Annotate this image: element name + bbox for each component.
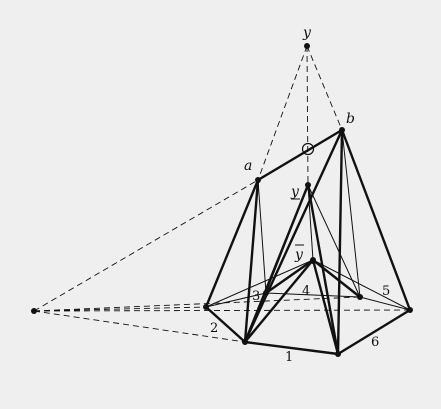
- edge-yover-1: [244, 259, 314, 343]
- label-a: a: [244, 158, 253, 174]
- edge-yunder-1: [243, 184, 310, 343]
- edge-yover-3: [265, 259, 314, 294]
- edge-a-3: [257, 179, 267, 294]
- vertex-2: [203, 304, 209, 310]
- edge-b-6: [340, 129, 412, 311]
- edge-yover-6bottom: [311, 259, 340, 355]
- bold-edges: [204, 128, 412, 356]
- label-6: 6: [371, 335, 380, 350]
- vertex-y-top: [304, 43, 310, 49]
- edge-a-2: [204, 179, 260, 308]
- dash-y-to-a: [257, 45, 308, 181]
- edge-b-6bottom: [336, 129, 344, 355]
- vertex-4: [311, 260, 315, 264]
- label-y-top: y: [303, 25, 311, 41]
- label-2: 2: [210, 321, 219, 336]
- vertex-left-point: [31, 308, 37, 314]
- edge-4-6: [312, 259, 411, 311]
- vertex-1: [242, 339, 248, 345]
- dash-left-to-6: [33, 309, 411, 312]
- edge-yunder-6bottom: [306, 184, 340, 355]
- vertex-5: [357, 294, 363, 300]
- edge-2-4: [205, 259, 314, 308]
- dash-left-to-5: [33, 296, 361, 312]
- label-4: 4: [302, 284, 311, 299]
- label-1: 1: [285, 350, 294, 365]
- open-circle-marker: [301, 142, 315, 156]
- thin-edges: [244, 129, 361, 343]
- vertices: [31, 43, 413, 357]
- dash-left-to-1: [33, 310, 246, 343]
- edge-yunder-4: [307, 184, 314, 261]
- dash-left-to-a: [33, 179, 259, 312]
- edge-yover-5: [312, 259, 361, 298]
- edge-1-6bottom: [244, 340, 339, 356]
- dashed-lines-left: [33, 179, 411, 343]
- label-5: 5: [382, 284, 391, 299]
- edge-6bottom-6: [337, 308, 411, 356]
- vertex-6-bottom: [335, 351, 341, 357]
- edge-2-3: [205, 292, 267, 308]
- edge-b-1: [243, 129, 344, 343]
- vertex-b: [339, 127, 345, 133]
- edge-2-1: [205, 306, 246, 343]
- edge-a-b: [257, 128, 343, 182]
- dashed-lines-top: [257, 45, 343, 186]
- label-b: b: [346, 111, 355, 127]
- edge-3-5: [265, 292, 361, 298]
- edge-yunder-5: [307, 184, 361, 298]
- dash-y-to-yunder: [306, 45, 309, 186]
- edge-a-1: [243, 179, 260, 343]
- label-y-underlined: y: [291, 184, 299, 200]
- dash-y-to-b: [306, 45, 343, 131]
- label-3: 3: [252, 289, 261, 304]
- edge-5-6: [359, 296, 411, 311]
- edge-b-5: [341, 129, 361, 298]
- dash-left-to-2: [33, 306, 207, 312]
- vertex-3: [263, 290, 269, 296]
- label-y-overlined: y: [295, 247, 303, 263]
- vertex-6: [407, 307, 413, 313]
- vertex-a: [255, 177, 261, 183]
- vertex-y-under: [305, 182, 311, 188]
